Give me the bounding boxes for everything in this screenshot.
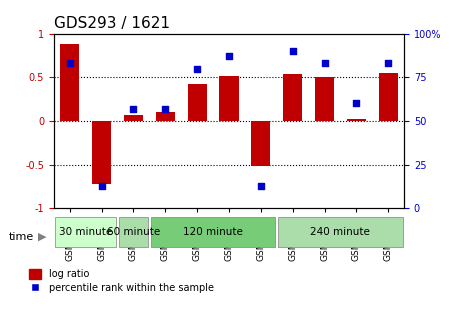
Text: ▶: ▶ <box>38 232 47 242</box>
Bar <box>315 77 334 121</box>
Text: time: time <box>9 232 34 242</box>
FancyBboxPatch shape <box>119 217 148 247</box>
Legend: log ratio, percentile rank within the sample: log ratio, percentile rank within the sa… <box>27 267 216 295</box>
FancyBboxPatch shape <box>56 217 116 247</box>
Point <box>130 106 137 112</box>
Text: 30 minute: 30 minute <box>59 227 112 237</box>
Bar <box>251 121 270 166</box>
Point <box>98 183 105 188</box>
Point <box>385 60 392 66</box>
Point <box>225 54 233 59</box>
Bar <box>156 112 175 121</box>
Bar <box>347 119 366 121</box>
Bar <box>220 76 238 121</box>
Text: GDS293 / 1621: GDS293 / 1621 <box>54 16 170 31</box>
Point <box>194 66 201 71</box>
Point <box>353 101 360 106</box>
Bar <box>379 73 398 121</box>
FancyBboxPatch shape <box>151 217 275 247</box>
Point <box>66 60 73 66</box>
Text: 60 minute: 60 minute <box>107 227 160 237</box>
Point <box>257 183 264 188</box>
FancyBboxPatch shape <box>278 217 402 247</box>
Point <box>321 60 328 66</box>
Bar <box>283 74 302 121</box>
Bar <box>124 115 143 121</box>
Bar <box>92 121 111 184</box>
Text: 240 minute: 240 minute <box>311 227 370 237</box>
Text: 120 minute: 120 minute <box>183 227 243 237</box>
Bar <box>188 84 207 121</box>
Point <box>289 48 296 54</box>
Bar <box>60 44 79 121</box>
Point <box>162 106 169 112</box>
